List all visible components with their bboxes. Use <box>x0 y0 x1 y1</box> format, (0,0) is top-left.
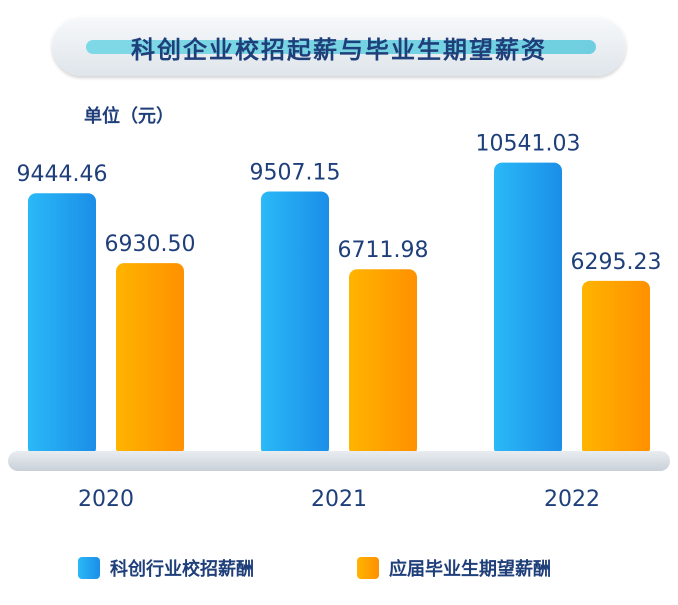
bar-2022-series-1 <box>494 162 562 456</box>
x-tick-label-2020: 2020 <box>78 487 134 512</box>
chart-title: 科创企业校招起薪与毕业生期望薪资 <box>131 36 547 64</box>
unit-label: 单位（元） <box>84 106 174 127</box>
legend-swatch-blue <box>78 557 100 579</box>
data-label-2020-series-2: 6930.50 <box>105 232 196 257</box>
data-label-2022-series-2: 6295.23 <box>571 250 662 275</box>
baseline-platform <box>8 451 670 471</box>
data-label-2022-series-1: 10541.03 <box>476 132 581 157</box>
bar-chart: 9444.46 6930.50 2020 9507.15 6711.98 2021 1054… <box>8 132 670 512</box>
bar-2021-series-2 <box>349 269 417 456</box>
bar-2021-series-1 <box>261 191 329 456</box>
legend-swatch-orange <box>357 557 379 579</box>
legend-label-series-2: 应届毕业生期望薪酬 <box>389 559 551 580</box>
x-tick-label-2021: 2021 <box>311 487 367 512</box>
legend-item-series-1: 科创行业校招薪酬 <box>78 555 254 581</box>
bar-2022-series-2 <box>582 280 650 456</box>
legend-label-series-1: 科创行业校招薪酬 <box>110 559 254 580</box>
legend: 科创行业校招薪酬 应届毕业生期望薪酬 <box>0 555 678 589</box>
data-label-2021-series-2: 6711.98 <box>338 238 429 263</box>
x-tick-label-2022: 2022 <box>544 487 600 512</box>
bar-2020-series-2 <box>116 263 184 456</box>
data-label-2020-series-1: 9444.46 <box>17 162 108 187</box>
data-label-2021-series-1: 9507.15 <box>250 160 341 185</box>
bar-2020-series-1 <box>28 193 96 456</box>
legend-item-series-2: 应届毕业生期望薪酬 <box>357 555 551 581</box>
title-highlight-bar <box>86 40 596 54</box>
